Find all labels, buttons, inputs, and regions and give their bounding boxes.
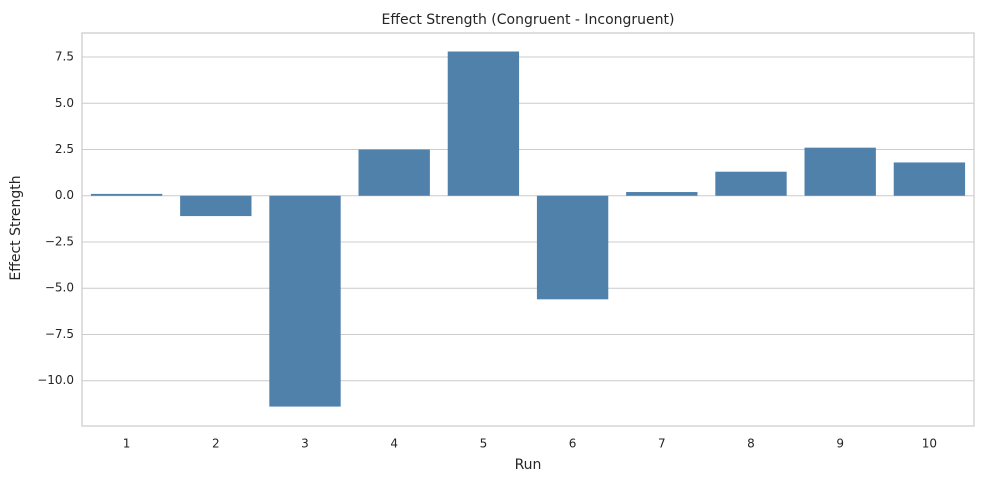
bar-run-3 — [269, 195, 341, 407]
bar-run-2 — [180, 195, 252, 217]
y-tick-label: −10.0 — [37, 373, 74, 387]
x-axis-label: Run — [515, 457, 542, 473]
y-tick-label: 7.5 — [55, 50, 74, 64]
x-tick-label: 2 — [212, 437, 220, 451]
x-tick-label: 6 — [569, 437, 577, 451]
x-tick-label: 7 — [658, 437, 666, 451]
plot-frame — [81, 32, 975, 427]
x-tick-label: 4 — [390, 437, 398, 451]
x-tick-label: 10 — [922, 437, 937, 451]
bars — [90, 51, 966, 407]
x-tick-label: 9 — [836, 437, 844, 451]
x-tick-label: 8 — [747, 437, 755, 451]
bar-run-10 — [893, 162, 966, 196]
bar-run-9 — [804, 147, 876, 196]
y-tick-label: −7.5 — [45, 327, 74, 341]
y-tick-label: 2.5 — [55, 142, 74, 156]
y-tick-label: −2.5 — [45, 234, 74, 248]
y-tick-label: −5.0 — [45, 281, 74, 295]
y-axis-label: Effect Strength — [8, 175, 24, 280]
bar-run-4 — [358, 149, 430, 196]
x-tick-label: 5 — [480, 437, 488, 451]
x-tick-labels: 1 2 3 4 5 6 7 8 9 10 — [123, 437, 937, 451]
y-tick-label: 0.0 — [55, 188, 74, 202]
y-tick-labels: 7.5 5.0 2.5 0.0 −2.5 −5.0 −7.5 −10.0 — [37, 50, 74, 388]
y-tick-label: 5.0 — [55, 96, 74, 110]
bar-run-7 — [626, 192, 698, 196]
bar-run-5 — [447, 51, 520, 196]
bar-run-6 — [536, 195, 609, 300]
bar-run-1 — [90, 193, 163, 196]
x-tick-label: 1 — [123, 437, 131, 451]
bar-run-8 — [715, 171, 787, 196]
x-tick-label: 3 — [301, 437, 309, 451]
chart-title: Effect Strength (Congruent - Incongruent… — [382, 12, 675, 28]
gridlines — [82, 56, 974, 382]
